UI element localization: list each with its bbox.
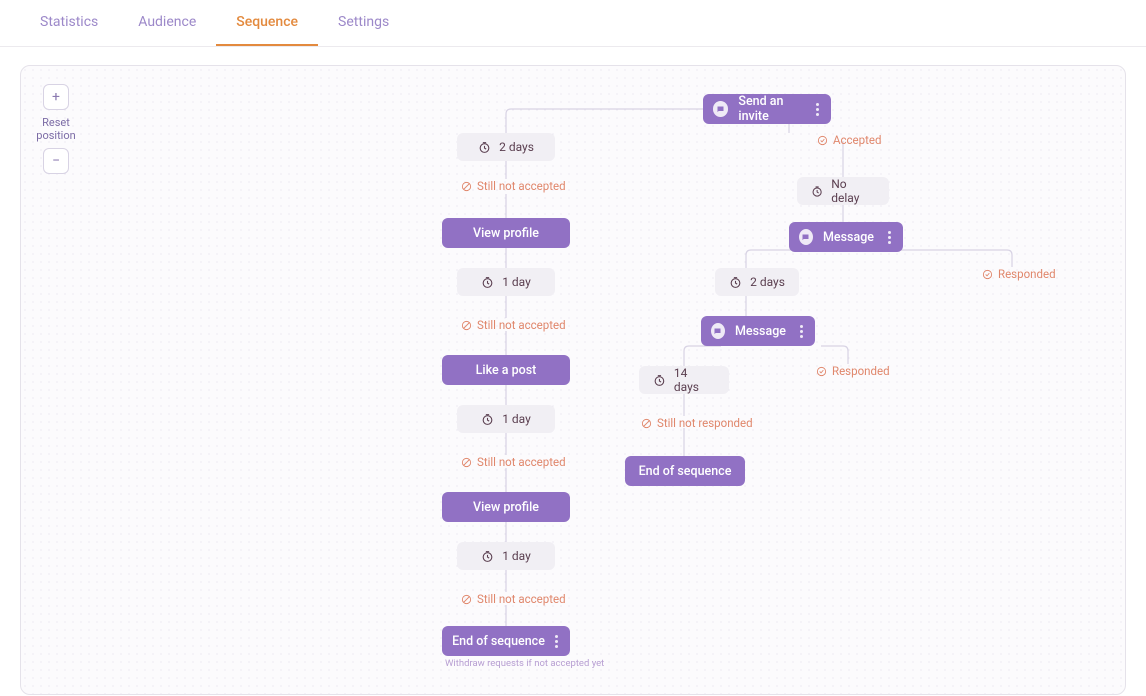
node-delay-14days[interactable]: 14 days xyxy=(639,366,729,394)
node-no-delay[interactable]: No delay xyxy=(797,177,889,205)
node-message-2[interactable]: Message xyxy=(701,316,815,346)
zoom-controls: + Reset position − xyxy=(43,84,71,174)
zoom-out-button[interactable]: − xyxy=(43,148,69,174)
tab-sequence[interactable]: Sequence xyxy=(216,0,318,46)
node-label: Send an invite xyxy=(738,94,814,124)
node-menu-button[interactable] xyxy=(798,321,805,342)
chat-icon xyxy=(713,101,728,117)
tab-settings[interactable]: Settings xyxy=(318,0,409,46)
sequence-canvas[interactable]: + Reset position − xyxy=(20,65,1126,695)
tab-bar: Statistics Audience Sequence Settings xyxy=(0,0,1146,47)
chat-icon xyxy=(799,229,813,245)
status-responded-2: Responded xyxy=(816,364,890,378)
node-delay-2days-left[interactable]: 2 days xyxy=(457,133,555,161)
zoom-in-button[interactable]: + xyxy=(43,84,69,110)
node-menu-button[interactable] xyxy=(553,631,560,652)
node-view-profile-2[interactable]: View profile xyxy=(442,492,570,522)
flow-wires xyxy=(21,66,1125,694)
node-message-1[interactable]: Message xyxy=(789,222,903,252)
status-not-accepted-4: Still not accepted xyxy=(461,592,566,606)
node-menu-button[interactable] xyxy=(814,99,821,120)
tab-audience[interactable]: Audience xyxy=(118,0,216,46)
chat-icon xyxy=(711,323,725,339)
reset-position-button[interactable]: Reset position xyxy=(32,116,80,142)
node-view-profile-1[interactable]: View profile xyxy=(442,218,570,248)
status-not-accepted-3: Still not accepted xyxy=(461,455,566,469)
status-accepted: Accepted xyxy=(817,133,881,147)
node-delay-1day-1[interactable]: 1 day xyxy=(457,268,555,296)
node-end-sequence-left[interactable]: End of sequence xyxy=(442,626,570,656)
node-subcaption-withdraw: Withdraw requests if not accepted yet xyxy=(445,658,604,669)
node-delay-1day-2[interactable]: 1 day xyxy=(457,405,555,433)
node-like-post[interactable]: Like a post xyxy=(442,355,570,385)
node-delay-2days-mid[interactable]: 2 days xyxy=(715,268,799,296)
status-not-responded: Still not responded xyxy=(641,416,753,430)
tab-statistics[interactable]: Statistics xyxy=(20,0,118,46)
status-not-accepted-2: Still not accepted xyxy=(461,318,566,332)
status-responded-1: Responded xyxy=(982,267,1056,281)
status-not-accepted-1: Still not accepted xyxy=(461,179,566,193)
node-send-invite[interactable]: Send an invite xyxy=(703,94,831,124)
node-end-sequence-right[interactable]: End of sequence xyxy=(625,456,745,486)
node-menu-button[interactable] xyxy=(886,227,893,248)
node-delay-1day-3[interactable]: 1 day xyxy=(457,542,555,570)
